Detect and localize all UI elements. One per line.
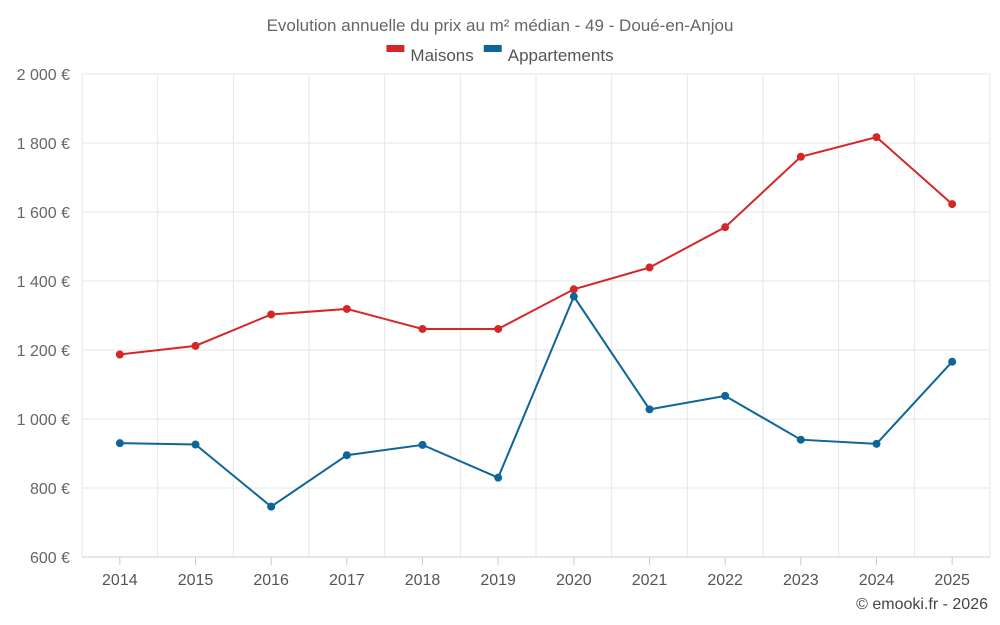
x-tick-label: 2021 — [632, 572, 668, 589]
axes: 600 € 800 € 1 000 € 1 200 € 1 400 € 1 600 € 1 … — [17, 67, 990, 589]
y-tick-label: 1 600 € — [17, 205, 70, 222]
legend-item-appartements: Appartements — [483, 45, 614, 65]
y-tick-label: 2 000 € — [17, 67, 70, 84]
data-point-appartements — [191, 440, 200, 449]
data-point-appartements — [418, 440, 427, 449]
legend-swatch — [483, 45, 502, 52]
series-line-maisons — [119, 136, 953, 356]
copyright-credit: © emooki.fr - 2026 — [856, 596, 988, 613]
data-point-maisons — [267, 310, 276, 319]
x-tick-label: 2016 — [253, 572, 289, 589]
y-tick-label: 1 800 € — [17, 136, 70, 153]
legend-item-maisons: Maisons — [386, 45, 474, 65]
y-tick-label: 1 400 € — [17, 274, 70, 291]
legend-label: Maisons — [410, 46, 473, 65]
data-point-appartements — [267, 502, 276, 511]
data-point-maisons — [721, 223, 730, 232]
data-point-maisons — [342, 304, 351, 313]
x-tick-label: 2020 — [556, 572, 592, 589]
data-point-maisons — [191, 341, 200, 350]
legend-label: Appartements — [508, 46, 614, 65]
data-point-appartements — [569, 292, 578, 301]
data-point-appartements — [342, 451, 351, 460]
grid — [81, 73, 991, 557]
data-point-appartements — [721, 391, 730, 400]
y-tick-label: 1 200 € — [17, 343, 70, 360]
x-tick-label: 2024 — [859, 572, 895, 589]
x-tick-label: 2019 — [480, 572, 516, 589]
y-tick-label: 1 000 € — [17, 412, 70, 429]
data-point-maisons — [494, 324, 503, 333]
x-tick-label: 2018 — [405, 572, 441, 589]
data-point-maisons — [115, 350, 124, 359]
x-tick-label: 2017 — [329, 572, 365, 589]
x-tick-label: 2025 — [934, 572, 970, 589]
data-point-appartements — [115, 439, 124, 448]
data-point-appartements — [872, 439, 881, 448]
data-point-maisons — [796, 152, 805, 161]
data-point-appartements — [494, 473, 503, 482]
legend: Maisons Appartements — [386, 45, 614, 65]
data-point-appartements — [645, 405, 654, 414]
data-point-maisons — [569, 285, 578, 294]
y-tick-label: 800 € — [30, 481, 70, 498]
data-point-appartements — [948, 357, 957, 366]
x-tick-label: 2023 — [783, 572, 819, 589]
series-layer — [115, 133, 957, 511]
x-tick-label: 2015 — [178, 572, 214, 589]
data-point-appartements — [796, 435, 805, 444]
x-tick-label: 2022 — [707, 572, 743, 589]
x-tick-label: 2014 — [102, 572, 138, 589]
y-tick-label: 600 € — [30, 550, 70, 567]
chart-title: Evolution annuelle du prix au m² médian … — [267, 16, 734, 35]
legend-swatch — [386, 45, 405, 52]
data-point-maisons — [418, 324, 427, 333]
data-point-maisons — [645, 263, 654, 272]
series-line-appartements — [119, 294, 953, 508]
data-point-maisons — [948, 200, 957, 209]
data-point-maisons — [872, 133, 881, 142]
